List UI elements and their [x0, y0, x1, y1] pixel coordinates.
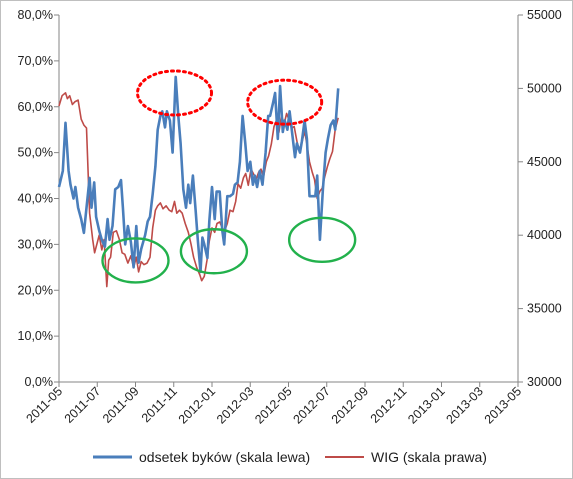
y-left-tick-label: 60,0%: [18, 100, 53, 114]
y-right-tick-label: 40000: [527, 228, 562, 242]
y-right-tick-label: 45000: [527, 155, 562, 169]
legend-label-bulls: odsetek byków (skala lewa): [139, 449, 310, 465]
annotation-ellipse-red: [246, 78, 324, 126]
x-tick-label: 2013-05: [482, 384, 524, 426]
y-left-tick-label: 70,0%: [18, 54, 53, 68]
annotation-ellipse-green: [101, 237, 170, 284]
y-right-tick-label: 55000: [527, 8, 562, 22]
x-tick-label: 2013-03: [444, 384, 486, 426]
y-left-tick-label: 40,0%: [18, 192, 53, 206]
series-lines: [57, 75, 340, 288]
y-left-tick-label: 30,0%: [18, 237, 53, 251]
x-tick-label: 2011-05: [23, 384, 65, 426]
x-tick-label: 2012-05: [252, 384, 294, 426]
y-left-tick-label: 0,0%: [25, 375, 54, 389]
y-right-tick-label: 30000: [527, 375, 562, 389]
x-tick-label: 2012-03: [214, 384, 256, 426]
legend-label-wig: WIG (skala prawa): [371, 449, 487, 465]
annotation-ellipse-green: [179, 228, 249, 275]
y-left-tick-label: 20,0%: [18, 283, 53, 297]
annotation-ellipse-green: [287, 216, 357, 263]
x-tick-label: 2011-09: [100, 384, 142, 426]
x-tick-label: 2013-01: [405, 384, 447, 426]
x-tick-label: 2012-11: [368, 384, 410, 426]
y-left-tick-label: 50,0%: [18, 146, 53, 160]
x-tick-label: 2011-11: [139, 384, 180, 425]
x-tick-label: 2012-09: [329, 384, 371, 426]
y-left-tick-label: 80,0%: [18, 8, 53, 22]
y-right-tick-label: 35000: [527, 302, 562, 316]
series-line-bulls: [57, 75, 340, 274]
annotations: [101, 69, 357, 284]
y-left-tick-label: 10,0%: [18, 329, 53, 343]
tick-labels: 0,0% 10,0% 20,0% 30,0% 40,0% 50,0% 60,0% 70,0% 8…: [18, 8, 562, 427]
y-right-tick-label: 50000: [527, 81, 562, 95]
legend: odsetek byków (skala lewa) WIG (skala pr…: [93, 449, 487, 465]
annotation-ellipse-red: [136, 69, 214, 117]
x-tick-label: 2012-07: [291, 384, 333, 426]
x-tick-label: 2011-07: [62, 384, 104, 426]
x-tick-label: 2012-01: [176, 384, 218, 426]
axes: [54, 14, 523, 387]
